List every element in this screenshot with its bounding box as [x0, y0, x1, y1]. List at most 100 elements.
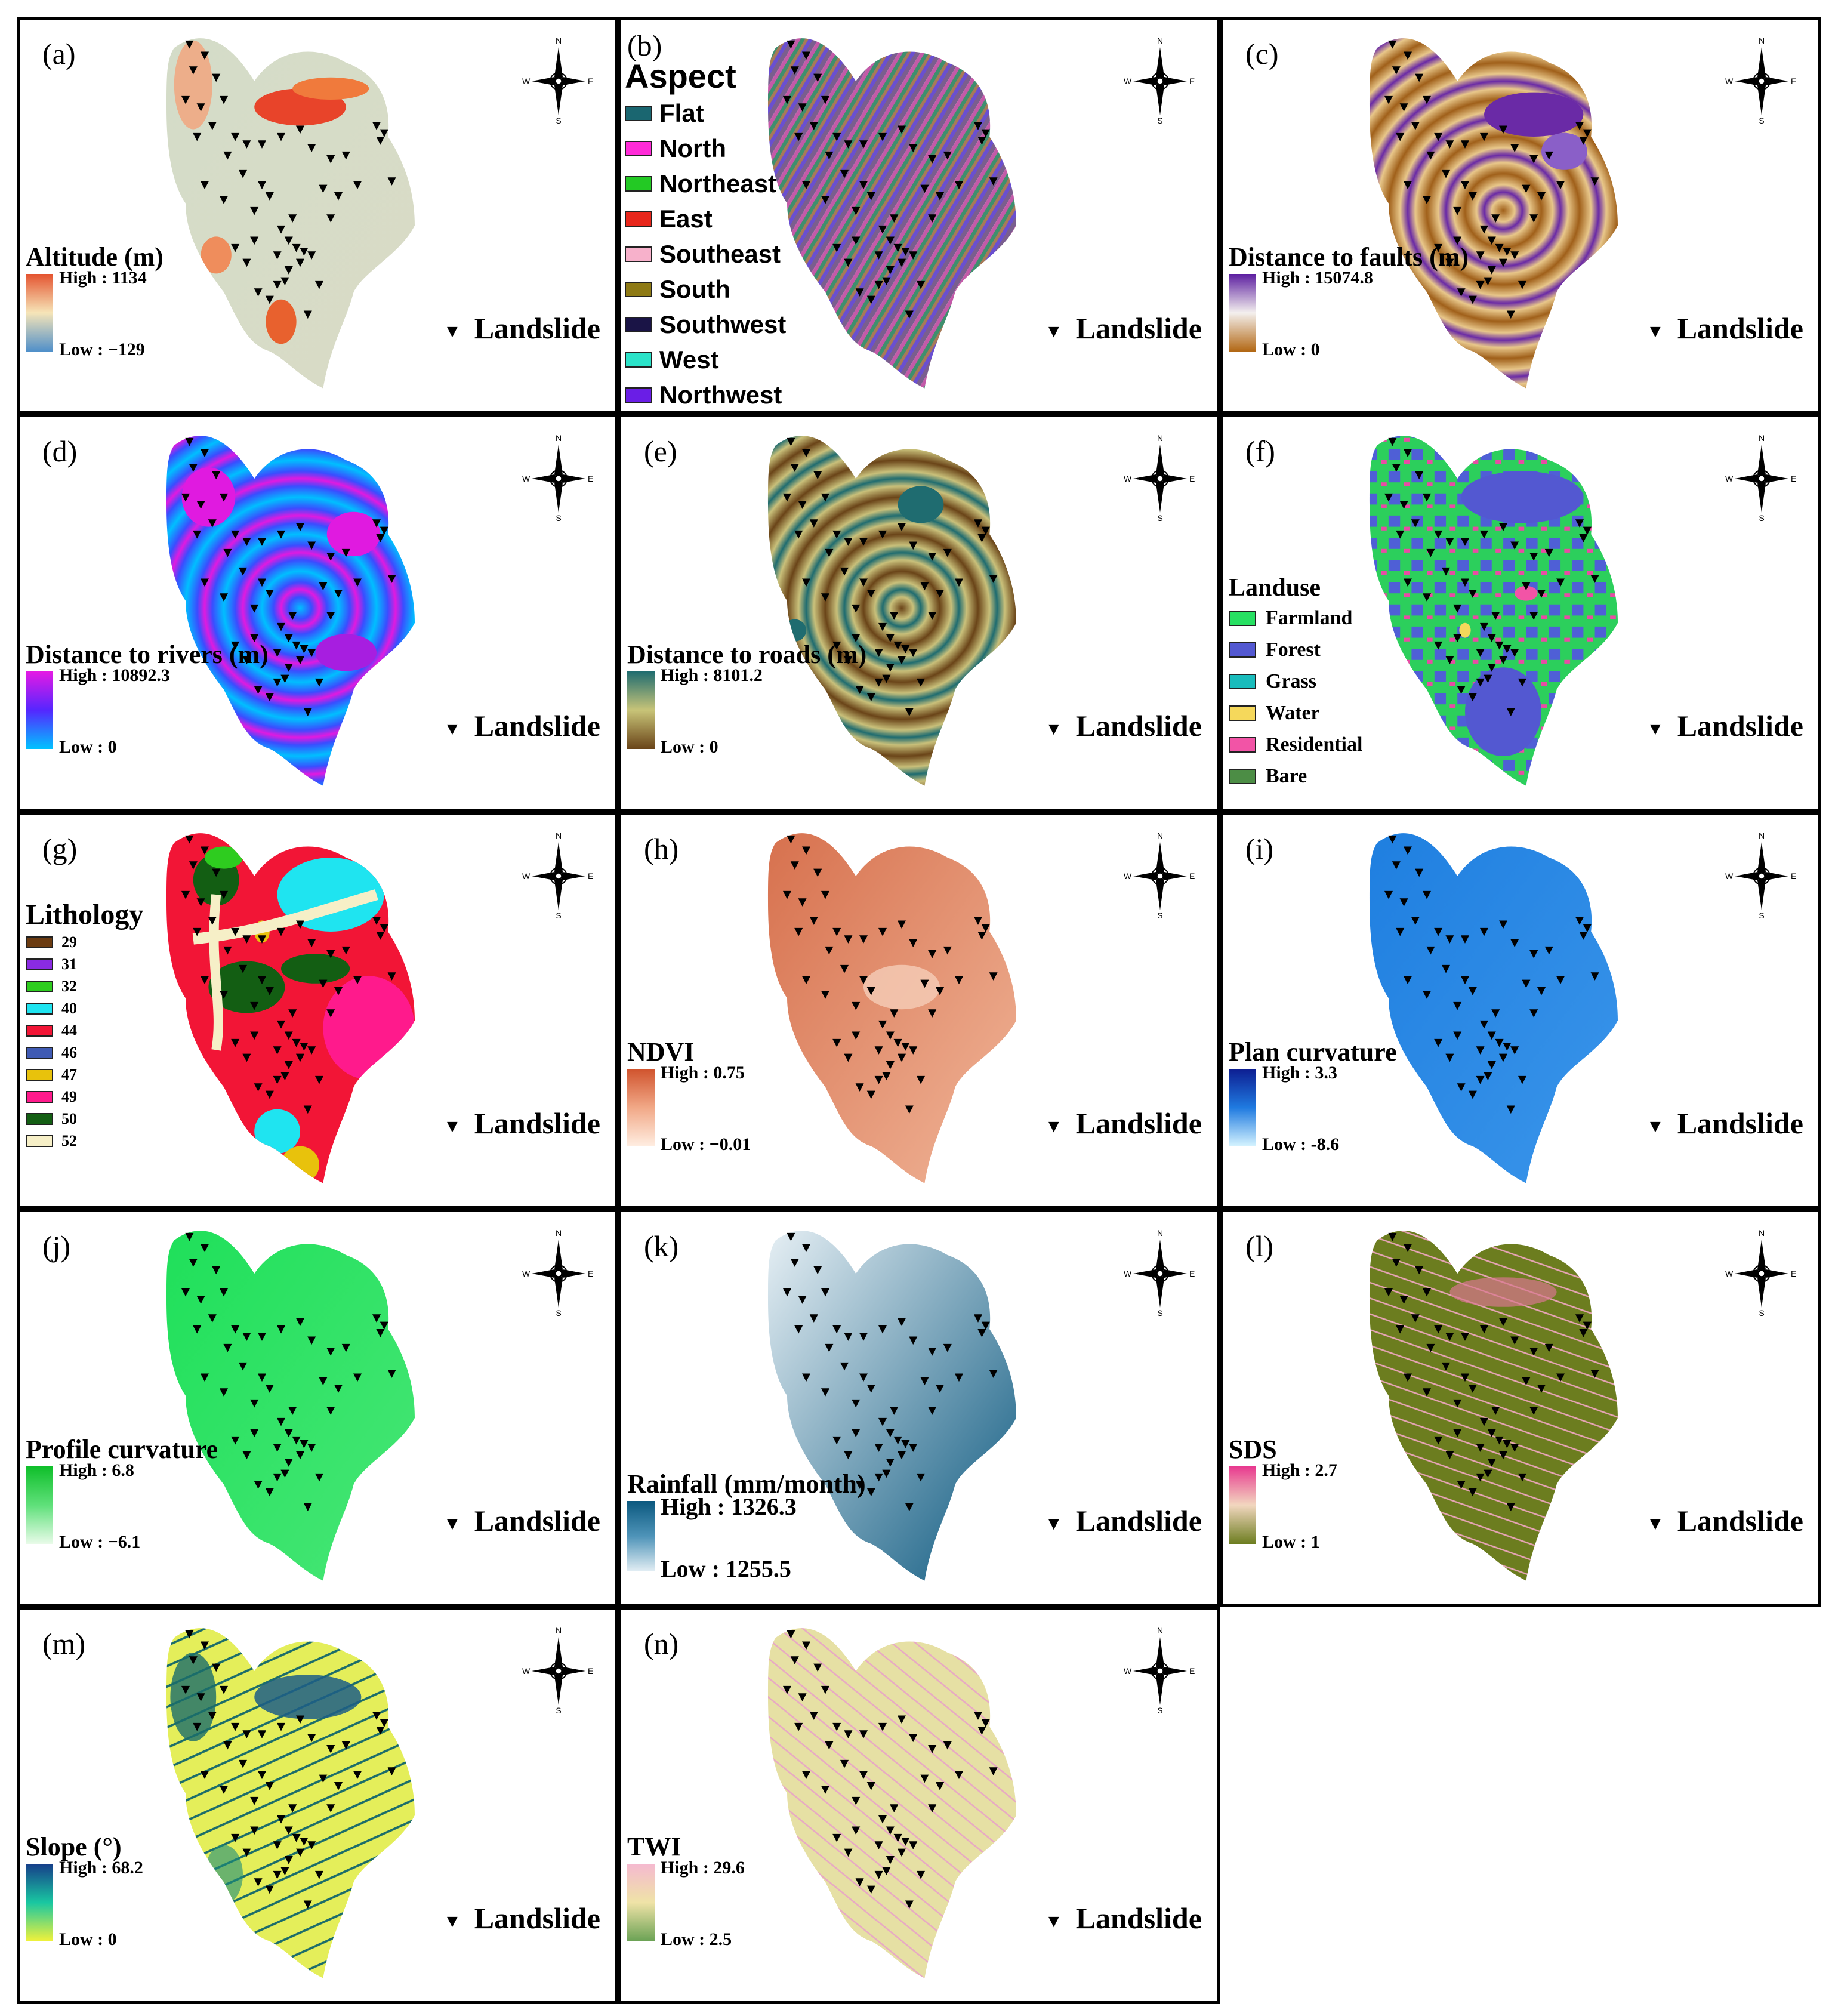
- landslide-point: [890, 214, 899, 223]
- landslide-point: [326, 214, 335, 223]
- compass-n: N: [1157, 434, 1163, 443]
- legend-item-label: 40: [61, 999, 77, 1017]
- study-area-region: [768, 436, 1016, 786]
- legend: Lithology 29 31 32 40 44 46 47 49 50 52: [26, 898, 143, 1152]
- landslide-point: [326, 1348, 335, 1356]
- landslide-point: [372, 519, 381, 528]
- legend-item: Residential: [1229, 729, 1362, 760]
- landslide-point: [219, 196, 229, 204]
- compass-e: E: [588, 76, 593, 86]
- landslide-point: [1388, 40, 1397, 49]
- legend-item: South: [625, 272, 786, 307]
- landslide-point: [832, 927, 841, 936]
- landslide-point: [1445, 538, 1454, 546]
- landslide-point: [231, 1038, 240, 1047]
- landslide-point: [1441, 1362, 1451, 1371]
- landslide-point: [276, 225, 286, 234]
- landslide-point: [882, 1072, 891, 1081]
- landslide-point: [292, 1038, 301, 1047]
- study-area-region: [768, 1628, 1016, 1978]
- landslide-point: [284, 1429, 293, 1438]
- landslide-point: [928, 1804, 937, 1812]
- landslide-point: [1503, 1043, 1512, 1051]
- legend-swatch: [625, 281, 652, 297]
- landslide-point: [989, 177, 998, 186]
- landslide-point: [1460, 1373, 1470, 1382]
- legend-item-label: 49: [61, 1087, 77, 1105]
- landslide-point: [790, 66, 799, 75]
- landslide-point: [801, 1244, 811, 1253]
- landslide-point: [193, 132, 202, 141]
- landslide-point: [1434, 132, 1443, 141]
- landslide-point: [200, 1244, 209, 1253]
- landslide-point: [181, 1685, 190, 1694]
- legend-color-ramp: [627, 1864, 655, 1941]
- compass-n: N: [1157, 1229, 1163, 1238]
- panel-letter: (i): [1245, 832, 1274, 865]
- legend-title: NDVI: [627, 1037, 695, 1066]
- landslide-point: [1498, 1318, 1508, 1327]
- landslide-point: [852, 1001, 861, 1010]
- landslide-point: [1434, 1038, 1443, 1047]
- landslide-point: [1434, 641, 1443, 650]
- landslide-point: [928, 214, 937, 223]
- legend-swatch: [1229, 736, 1256, 753]
- compass-n: N: [1759, 36, 1765, 45]
- legend: Profile curvature High : 6.8 Low : −6.1: [26, 1434, 218, 1552]
- landslide-point: [1384, 493, 1393, 502]
- compass-s: S: [556, 911, 561, 920]
- landslide-point: [859, 1373, 868, 1382]
- landslide-point: [909, 251, 918, 260]
- landslide-point: [1460, 578, 1470, 587]
- landslide-point: [878, 1325, 887, 1334]
- landslide-point: [1487, 1031, 1496, 1040]
- study-area-map: [768, 833, 1016, 1183]
- landslide-point: [257, 1771, 267, 1780]
- landslide-point: [901, 1043, 910, 1051]
- landslide-point: [326, 155, 335, 164]
- landslide-point: [809, 917, 818, 925]
- landslide-point: [295, 1451, 305, 1460]
- landslide-point: [798, 898, 807, 907]
- landslide-marker-icon: ▼: [1646, 321, 1664, 341]
- compass-n: N: [1759, 1229, 1765, 1238]
- landslide-point: [307, 939, 316, 948]
- landslide-point: [307, 1734, 316, 1743]
- landslide-point: [1522, 1377, 1531, 1386]
- legend-title: Distance to rivers (m): [26, 640, 269, 669]
- landslide-point: [223, 151, 232, 160]
- landslide-point: [878, 132, 887, 141]
- landslide-point: [935, 1385, 945, 1393]
- landslide-point: [200, 1641, 209, 1650]
- landslide-point: [193, 927, 202, 936]
- landslide-point: [1487, 664, 1496, 672]
- landslide-point: [920, 1377, 929, 1386]
- landslide-point: [844, 1848, 853, 1857]
- landslide-point: [212, 868, 221, 877]
- landslide-point: [303, 310, 312, 319]
- legend-item-label: Flat: [659, 98, 704, 127]
- landslide-point: [1422, 1288, 1432, 1297]
- landslide-point: [257, 1730, 267, 1738]
- landslide-point: [878, 1722, 887, 1731]
- compass-n: N: [556, 1229, 562, 1238]
- landslide-point: [376, 534, 385, 542]
- landslide-point: [1510, 144, 1519, 153]
- landslide-point: [314, 1473, 324, 1482]
- landslide-point: [1403, 1244, 1412, 1253]
- landslide-legend: ▼ Landslide: [1045, 1503, 1202, 1538]
- legend-title: Profile curvature: [26, 1435, 218, 1464]
- landslide-point: [973, 917, 983, 925]
- landslide-point: [292, 641, 301, 650]
- legend-item-label: Southwest: [659, 310, 787, 338]
- landslide-point: [307, 144, 316, 153]
- landslide-point: [300, 248, 309, 256]
- landslide-point: [273, 1841, 282, 1849]
- landslide-point: [341, 1343, 350, 1352]
- legend-swatch: [1229, 610, 1256, 626]
- compass-w: W: [522, 1269, 531, 1278]
- landslide-point: [1583, 526, 1592, 535]
- compass-w: W: [522, 1666, 531, 1676]
- landslide-point: [257, 935, 267, 944]
- landslide-point: [782, 890, 792, 899]
